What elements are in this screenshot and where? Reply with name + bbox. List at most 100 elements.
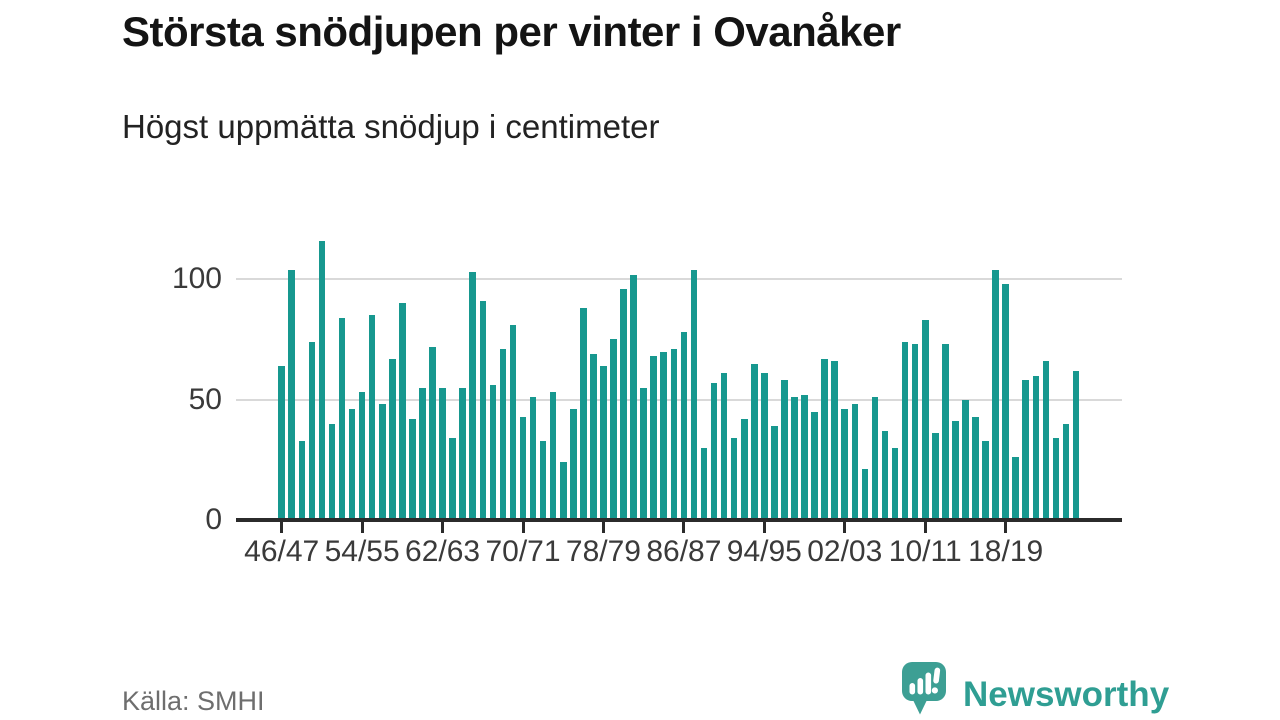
bar-57/58 bbox=[389, 358, 396, 520]
bar-83/84 bbox=[650, 356, 658, 520]
bar-77/78 bbox=[590, 353, 597, 520]
bar-78/79 bbox=[600, 365, 607, 520]
bar-23/24 bbox=[1052, 438, 1060, 520]
bar-72/73 bbox=[539, 440, 547, 520]
bar-15/16 bbox=[972, 416, 979, 520]
x-axis-label-78/79: 78/79 bbox=[565, 535, 641, 568]
x-axis-tick-46/47 bbox=[280, 522, 284, 533]
bar-70/71 bbox=[519, 416, 527, 520]
bar-63/64 bbox=[449, 438, 456, 520]
bar-47/48 bbox=[288, 269, 296, 520]
bar-79/80 bbox=[610, 339, 617, 520]
bar-18/19 bbox=[1002, 284, 1009, 520]
bar-08/09 bbox=[901, 341, 909, 520]
bar-53/54 bbox=[348, 409, 356, 520]
logo-bar-2 bbox=[917, 678, 924, 695]
bar-95/96 bbox=[771, 426, 778, 520]
x-axis-label-18/19: 18/19 bbox=[968, 535, 1044, 568]
x-axis-label-02/03: 02/03 bbox=[807, 535, 883, 568]
bar-73/74 bbox=[549, 392, 557, 520]
bar-74/75 bbox=[559, 462, 567, 520]
logo-bar-1 bbox=[909, 683, 916, 695]
bar-09/10 bbox=[911, 344, 919, 520]
bar-93/94 bbox=[750, 363, 758, 520]
gridline-50 bbox=[236, 398, 1122, 401]
bar-84/85 bbox=[660, 351, 668, 520]
bar-64/65 bbox=[459, 387, 466, 520]
bar-07/08 bbox=[891, 447, 899, 520]
logo-exclamation bbox=[931, 667, 941, 694]
newsworthy-logo-icon bbox=[902, 662, 946, 715]
bar-02/03 bbox=[841, 409, 849, 520]
bar-52/53 bbox=[338, 317, 346, 520]
newsworthy-logo: Newsworthy bbox=[901, 661, 1169, 719]
gridline-100 bbox=[236, 278, 1122, 281]
bar-49/50 bbox=[308, 341, 316, 520]
bar-67/68 bbox=[489, 385, 497, 520]
bar-65/66 bbox=[469, 272, 477, 520]
bar-13/14 bbox=[952, 421, 959, 520]
y-axis-label-100: 100 bbox=[171, 262, 222, 296]
x-axis-tick-54/55 bbox=[360, 522, 364, 533]
x-axis-tick-02/03 bbox=[843, 522, 847, 533]
y-axis-label-0: 0 bbox=[205, 503, 222, 536]
x-axis-tick-70/71 bbox=[521, 522, 525, 533]
bar-87/88 bbox=[690, 269, 698, 520]
bar-92/93 bbox=[740, 418, 748, 520]
bar-80/81 bbox=[620, 288, 627, 520]
bar-96/97 bbox=[781, 380, 788, 520]
bar-94/95 bbox=[761, 373, 768, 520]
bar-91/92 bbox=[730, 438, 738, 520]
logo-bar-3 bbox=[925, 672, 932, 695]
bar-71/72 bbox=[529, 397, 537, 520]
bar-14/15 bbox=[962, 399, 969, 520]
x-axis-label-10/11: 10/11 bbox=[888, 535, 962, 568]
bar-50/51 bbox=[318, 240, 326, 520]
bar-55/56 bbox=[368, 315, 376, 520]
bar-98/99 bbox=[801, 394, 808, 520]
x-axis-tick-94/95 bbox=[762, 522, 766, 533]
x-axis-tick-86/87 bbox=[682, 522, 686, 533]
bar-46/47 bbox=[278, 365, 285, 520]
bar-56/57 bbox=[378, 404, 386, 520]
bar-82/83 bbox=[640, 387, 647, 520]
x-axis-tick-78/79 bbox=[601, 522, 605, 533]
bar-60/61 bbox=[419, 387, 426, 520]
bar-05/06 bbox=[871, 397, 879, 520]
bar-61/62 bbox=[429, 346, 436, 520]
bar-89/90 bbox=[710, 382, 718, 520]
bar-01/02 bbox=[831, 361, 839, 520]
bar-85/86 bbox=[670, 349, 678, 520]
bar-19/20 bbox=[1012, 457, 1019, 520]
bar-00/01 bbox=[821, 358, 828, 520]
bar-chart-plot-area bbox=[236, 230, 1122, 520]
x-axis-tick-18/19 bbox=[1004, 522, 1008, 533]
bar-11/12 bbox=[931, 433, 939, 520]
bar-04/05 bbox=[861, 469, 869, 520]
bar-69/70 bbox=[509, 325, 517, 520]
bar-17/18 bbox=[992, 269, 999, 520]
bar-68/69 bbox=[499, 349, 507, 520]
bar-48/49 bbox=[298, 440, 306, 520]
bar-97/98 bbox=[791, 397, 798, 520]
x-axis-tick-10/11 bbox=[923, 522, 927, 533]
x-axis-tick-62/63 bbox=[441, 522, 445, 533]
chart-title: Största snödjupen per vinter i Ovanåker bbox=[122, 8, 901, 55]
bar-22/23 bbox=[1042, 361, 1050, 520]
x-axis-label-62/63: 62/63 bbox=[405, 535, 481, 568]
bar-62/63 bbox=[439, 387, 446, 520]
bar-16/17 bbox=[982, 440, 989, 520]
bar-58/59 bbox=[399, 303, 406, 520]
newsworthy-wordmark: Newsworthy bbox=[963, 675, 1170, 714]
bar-06/07 bbox=[881, 430, 889, 520]
x-axis-label-54/55: 54/55 bbox=[324, 535, 400, 568]
bar-21/22 bbox=[1032, 375, 1040, 520]
bar-59/60 bbox=[409, 418, 416, 520]
x-axis-label-70/71: 70/71 bbox=[485, 535, 561, 568]
y-axis-label-50: 50 bbox=[188, 382, 222, 416]
bar-54/55 bbox=[358, 392, 366, 520]
bar-24/25 bbox=[1062, 423, 1070, 520]
bar-25/26 bbox=[1072, 370, 1080, 520]
bar-90/91 bbox=[720, 373, 728, 520]
